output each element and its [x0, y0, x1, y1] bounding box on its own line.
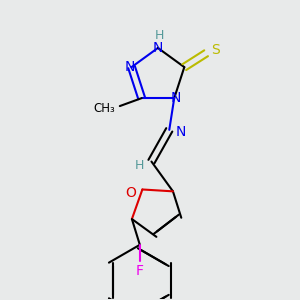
Text: O: O [125, 186, 136, 200]
Text: N: N [171, 91, 181, 105]
Text: F: F [136, 264, 144, 278]
Text: N: N [153, 41, 163, 55]
Text: S: S [211, 43, 219, 57]
Text: N: N [124, 60, 135, 74]
Text: N: N [176, 125, 186, 139]
Text: CH₃: CH₃ [93, 101, 115, 115]
Text: H: H [155, 28, 165, 42]
Text: H: H [135, 159, 144, 172]
